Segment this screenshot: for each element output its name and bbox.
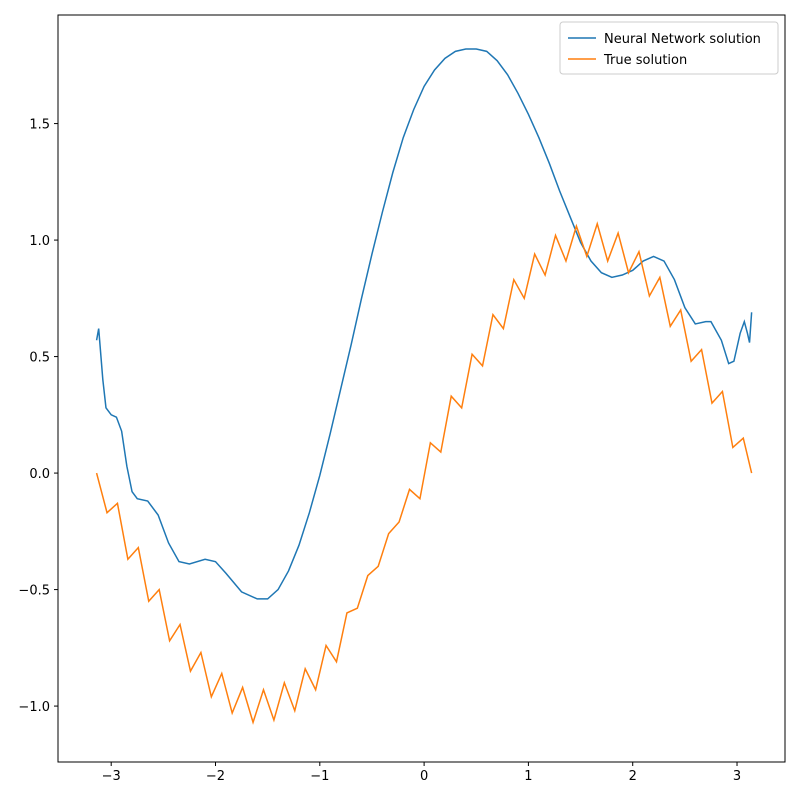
x-tick-label: −3 <box>102 769 121 784</box>
x-tick-label: 0 <box>420 769 428 784</box>
y-tick-label: −1.0 <box>18 700 50 715</box>
y-tick-label: 0.5 <box>29 351 50 366</box>
x-tick-label: 3 <box>733 769 741 784</box>
y-tick-label: 1.5 <box>29 118 50 133</box>
legend-box <box>559 21 779 75</box>
legend-label: Neural Network solution <box>604 32 761 47</box>
legend: Neural Network solution True solution <box>559 21 779 75</box>
y-tick-label: 0.0 <box>29 467 50 482</box>
plot-frame <box>57 14 786 763</box>
y-tick-label: −0.5 <box>18 584 50 599</box>
x-tick-label: −1 <box>310 769 329 784</box>
legend-label: True solution <box>603 53 687 68</box>
line <box>95 48 753 600</box>
x-tick-label: 1 <box>524 769 532 784</box>
line <box>95 221 753 725</box>
x-tick-label: 2 <box>629 769 637 784</box>
y-tick-label: 1.0 <box>29 234 50 249</box>
x-tick-label: −2 <box>206 769 225 784</box>
